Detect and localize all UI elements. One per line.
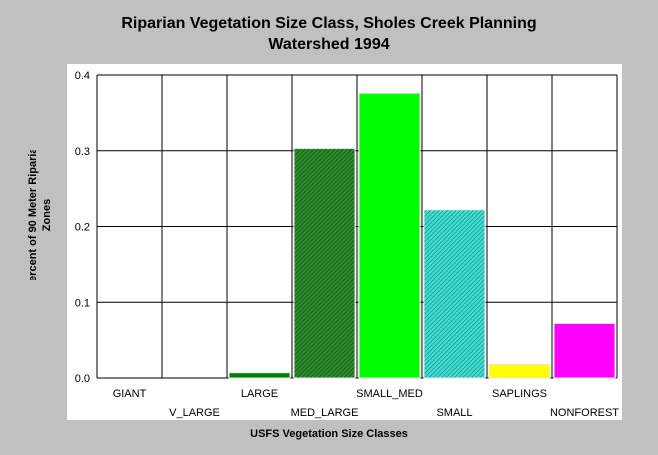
y-tick-label: 0.2	[75, 222, 90, 234]
x-tick-label: SMALL	[436, 407, 472, 419]
bar-med-large	[293, 147, 356, 379]
x-axis-label: USFS Vegetation Size Classes	[250, 428, 408, 440]
bar-nonforest	[553, 322, 616, 379]
x-tick-label: SMALL_MED	[356, 388, 423, 400]
x-tick-label: V_LARGE	[169, 407, 220, 419]
y-axis-label-line1: Percent of 90 Meter Riparian	[27, 150, 39, 280]
x-tick-label: GIANT	[113, 388, 147, 400]
x-tick-label: LARGE	[241, 388, 278, 400]
bar-small	[423, 209, 486, 379]
x-tick-label: SAPLINGS	[492, 388, 547, 400]
x-tick-label: NONFOREST	[550, 407, 619, 419]
y-tick-label: 0.1	[75, 297, 90, 309]
y-tick-label: 0.4	[75, 70, 90, 82]
chart-title-line2: Watershed 1994	[268, 36, 390, 53]
bar-saplings	[488, 363, 551, 379]
bar-large	[228, 372, 291, 379]
y-axis-label: Percent of 90 Meter Riparian Zones	[27, 150, 53, 280]
x-tick-label: MED_LARGE	[291, 407, 359, 419]
y-tick-label: 0.0	[75, 373, 90, 385]
y-axis-label-line2: Zones	[41, 199, 53, 231]
bar-small-med	[358, 92, 421, 379]
chart-title-line1: Riparian Vegetation Size Class, Sholes C…	[121, 15, 537, 32]
y-tick-label: 0.3	[75, 146, 90, 158]
